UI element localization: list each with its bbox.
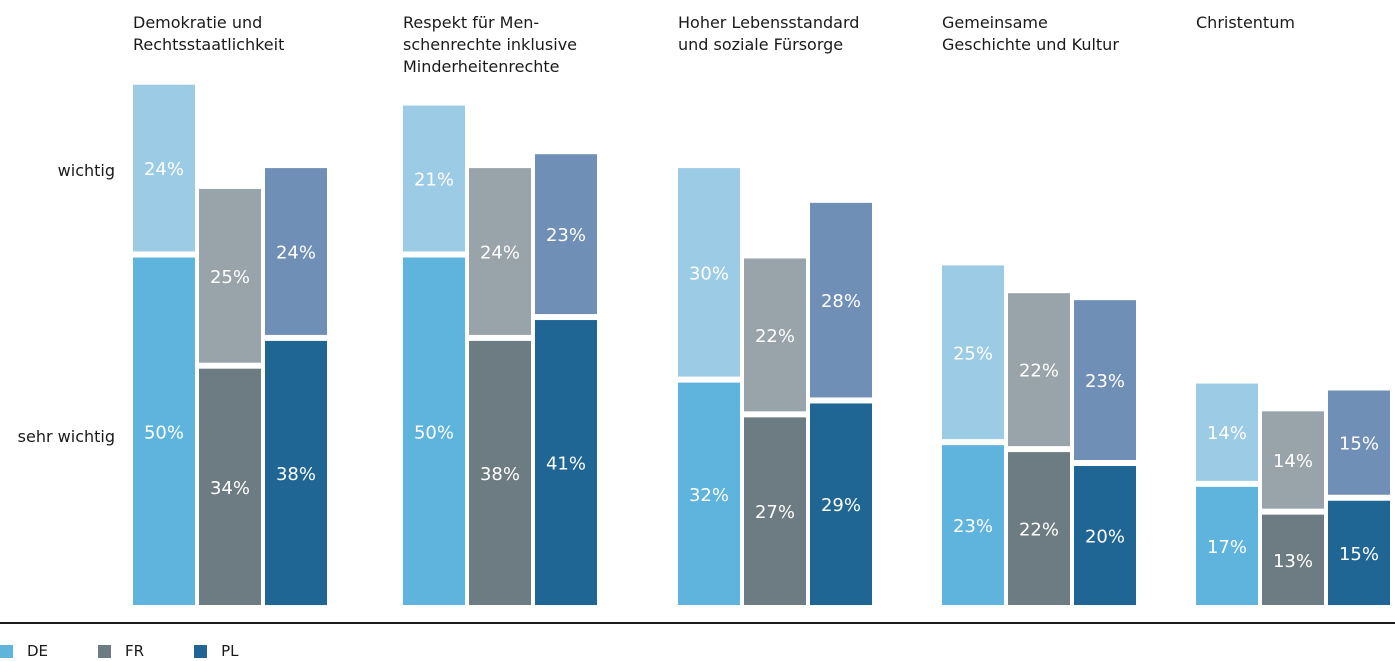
bar-pl-wichtig-3 xyxy=(810,202,872,398)
bar-de-sehr-wichtig-4 xyxy=(942,445,1004,605)
bar-fr-sehr-wichtig-2 xyxy=(469,340,531,605)
value-label-fr-wichtig-1: 25% xyxy=(210,267,250,288)
bar-pl-wichtig-4 xyxy=(1074,300,1136,460)
category-title-line: Rechtsstaatlichkeit xyxy=(133,35,284,54)
category-title-4: Gemeinsame Geschichte und Kultur xyxy=(942,13,1119,54)
legend-label-pl: PL xyxy=(221,642,239,660)
bar-de-sehr-wichtig-3 xyxy=(678,382,740,605)
value-label-fr-wichtig-4: 22% xyxy=(1019,361,1059,382)
value-label-de-sehr-wichtig-2: 50% xyxy=(414,422,454,443)
legend-label-fr: FR xyxy=(125,642,145,660)
category-title-line: Christentum xyxy=(1196,13,1295,32)
category-title-line: Demokratie und xyxy=(133,13,262,32)
value-label-pl-sehr-wichtig-4: 20% xyxy=(1085,527,1125,548)
value-label-de-wichtig-5: 14% xyxy=(1207,423,1247,444)
bar-fr-sehr-wichtig-5 xyxy=(1262,514,1324,605)
bar-pl-wichtig-1 xyxy=(265,168,327,335)
bar-fr-sehr-wichtig-4 xyxy=(1008,452,1070,605)
bar-pl-sehr-wichtig-2 xyxy=(535,320,597,605)
value-label-fr-wichtig-5: 14% xyxy=(1273,451,1313,472)
side-label-wichtig: wichtig xyxy=(58,161,115,180)
legend: DE FR PL xyxy=(0,641,289,661)
category-title-3: Hoher Lebensstandard und soziale Fürsorge xyxy=(678,13,859,54)
category-title-line: Minderheitenrechte xyxy=(403,57,560,76)
legend-item-de: DE xyxy=(0,642,48,660)
bar-de-sehr-wichtig-1 xyxy=(133,257,195,605)
value-label-de-sehr-wichtig-5: 17% xyxy=(1207,537,1247,558)
bar-de-wichtig-2 xyxy=(403,105,465,252)
bar-fr-wichtig-2 xyxy=(469,168,531,335)
bar-fr-sehr-wichtig-3 xyxy=(744,417,806,605)
bar-de-wichtig-1 xyxy=(133,84,195,252)
value-label-pl-sehr-wichtig-1: 38% xyxy=(276,464,316,485)
value-label-fr-wichtig-3: 22% xyxy=(755,326,795,347)
category-title-line: Geschichte und Kultur xyxy=(942,35,1119,54)
category-title-line: Hoher Lebensstandard xyxy=(678,13,859,32)
category-title-line: schenrechte inklusive xyxy=(403,35,577,54)
value-label-pl-sehr-wichtig-5: 15% xyxy=(1339,544,1379,565)
bar-pl-wichtig-5 xyxy=(1328,390,1390,495)
bar-fr-wichtig-4 xyxy=(1008,293,1070,447)
bar-fr-sehr-wichtig-1 xyxy=(199,368,261,605)
category-title-line: und soziale Fürsorge xyxy=(678,35,843,54)
value-label-de-sehr-wichtig-1: 50% xyxy=(144,422,184,443)
value-label-pl-wichtig-3: 28% xyxy=(821,291,861,312)
bar-fr-wichtig-3 xyxy=(744,258,806,412)
value-label-de-wichtig-2: 21% xyxy=(414,170,454,191)
bar-de-sehr-wichtig-5 xyxy=(1196,486,1258,605)
value-label-fr-sehr-wichtig-3: 27% xyxy=(755,502,795,523)
value-label-de-sehr-wichtig-3: 32% xyxy=(689,485,729,506)
bar-fr-wichtig-1 xyxy=(199,188,261,363)
legend-swatch-pl xyxy=(194,644,208,658)
value-label-pl-wichtig-4: 23% xyxy=(1085,371,1125,392)
value-label-pl-sehr-wichtig-2: 41% xyxy=(546,454,586,475)
value-label-pl-wichtig-1: 24% xyxy=(276,243,316,264)
value-label-de-wichtig-4: 25% xyxy=(953,343,993,364)
bar-fr-wichtig-5 xyxy=(1262,411,1324,509)
value-label-de-wichtig-1: 24% xyxy=(144,159,184,180)
value-label-fr-sehr-wichtig-1: 34% xyxy=(210,478,250,499)
value-label-fr-sehr-wichtig-2: 38% xyxy=(480,464,520,485)
category-titles: Demokratie und Rechtsstaatlichkeit Respekt… xyxy=(133,13,1295,76)
category-title-2: Respekt für Men-schenrechte inklusive Min… xyxy=(403,13,577,76)
value-labels: 50% 24% 34% 25% 38% 24% 50% 21% 38% 24% 41% 23% 32% 3… xyxy=(144,159,1379,572)
legend-swatch-fr xyxy=(98,644,112,658)
value-label-pl-wichtig-5: 15% xyxy=(1339,434,1379,455)
value-label-fr-wichtig-2: 24% xyxy=(480,243,520,264)
value-label-de-wichtig-3: 30% xyxy=(689,263,729,284)
legend-label-de: DE xyxy=(27,642,49,660)
bar-pl-sehr-wichtig-1 xyxy=(265,340,327,605)
bars xyxy=(133,84,1390,605)
legend-item-pl: PL xyxy=(194,642,239,660)
value-label-pl-sehr-wichtig-3: 29% xyxy=(821,495,861,516)
category-title-line: Respekt für Men- xyxy=(403,13,539,32)
value-label-fr-sehr-wichtig-4: 22% xyxy=(1019,520,1059,541)
category-title-1: Demokratie und Rechtsstaatlichkeit xyxy=(133,13,284,54)
bar-de-wichtig-4 xyxy=(942,265,1004,440)
value-label-pl-wichtig-2: 23% xyxy=(546,225,586,246)
bar-de-sehr-wichtig-2 xyxy=(403,257,465,605)
bar-pl-sehr-wichtig-4 xyxy=(1074,466,1136,605)
bar-pl-sehr-wichtig-3 xyxy=(810,403,872,605)
bar-de-wichtig-3 xyxy=(678,168,740,377)
category-title-line: Gemeinsame xyxy=(942,13,1048,32)
value-label-de-sehr-wichtig-4: 23% xyxy=(953,516,993,537)
bar-pl-wichtig-2 xyxy=(535,154,597,315)
legend-swatch-de xyxy=(0,644,13,658)
value-label-fr-sehr-wichtig-5: 13% xyxy=(1273,551,1313,572)
category-title-5: Christentum xyxy=(1196,13,1295,32)
legend-item-fr: FR xyxy=(98,642,144,660)
bar-de-wichtig-5 xyxy=(1196,383,1258,481)
side-label-sehr-wichtig: sehr wichtig xyxy=(18,427,115,446)
bar-pl-sehr-wichtig-5 xyxy=(1328,500,1390,605)
